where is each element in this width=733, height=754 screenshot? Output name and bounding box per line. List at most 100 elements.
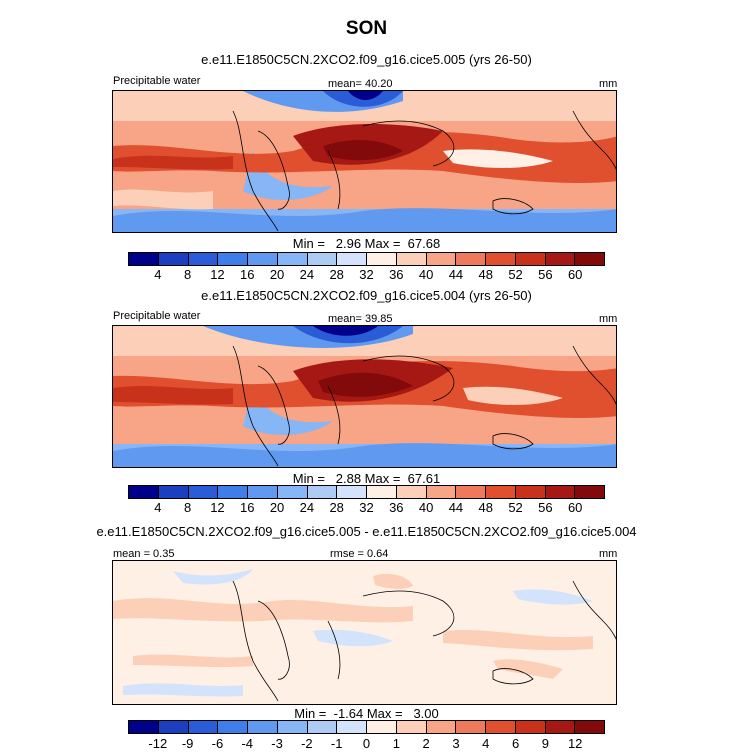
colorbar-swatch: [545, 253, 576, 265]
colorbar-swatch: [307, 253, 338, 265]
panel3-units: mm: [599, 548, 618, 560]
colorbar-swatch: [426, 253, 457, 265]
colorbar-swatch: [337, 486, 367, 498]
colorbar-swatch: [188, 486, 219, 498]
colorbar-tick-label: 44: [448, 500, 464, 515]
colorbar-tick-label: 52: [508, 500, 523, 515]
colorbar-tick-label: 8: [184, 500, 192, 515]
colorbar-tick-label: -3: [271, 736, 283, 751]
colorbar-tick-label: 4: [482, 736, 490, 751]
panel3-title: e.e11.E1850C5CN.2XCO2.f09_g16.cice5.005 …: [96, 524, 637, 539]
colorbar-swatch: [307, 486, 338, 498]
panel3-map: [112, 560, 617, 705]
colorbar-tick-label: 0: [362, 736, 371, 751]
colorbar-tick-label: 36: [389, 500, 404, 515]
panel1-map-svg: [113, 91, 616, 232]
colorbar-tick-label: 3: [452, 736, 460, 751]
panel2-minmax: Min = 2.88 Max = 67.61: [292, 471, 441, 486]
colorbar-swatch: [396, 486, 427, 498]
colorbar-swatch: [426, 486, 457, 498]
colorbar-tick-label: -12: [148, 736, 168, 751]
colorbar-swatch: [248, 253, 278, 265]
colorbar-tick-label: 12: [210, 267, 225, 282]
panel1-variable: Precipitable water: [113, 75, 201, 87]
colorbar-swatch: [515, 721, 546, 733]
panel2-colorbar: [128, 485, 605, 499]
colorbar-tick-label: 4: [154, 267, 162, 282]
panel2-map: [112, 325, 617, 468]
colorbar-tick-label: 44: [448, 267, 464, 282]
colorbar-swatch: [396, 253, 427, 265]
panel3-colorbar-ticks: -12 -9 -6 -4 -3 -2 -1 0 1 2 3 4 6 9 12: [128, 736, 605, 752]
colorbar-swatch: [188, 721, 219, 733]
colorbar-swatch: [396, 721, 427, 733]
panel1-units: mm: [599, 78, 618, 90]
colorbar-tick-label: 8: [184, 267, 192, 282]
colorbar-tick-label: 20: [269, 500, 285, 515]
colorbar-swatch: [158, 721, 189, 733]
colorbar-tick-label: 48: [478, 500, 493, 515]
panel2-title: e.e11.E1850C5CN.2XCO2.f09_g16.cice5.004 …: [201, 288, 532, 303]
colorbar-swatch: [367, 486, 397, 498]
colorbar-tick-label: 12: [567, 736, 583, 751]
colorbar-swatch: [337, 253, 367, 265]
colorbar-tick-label: 20: [269, 267, 285, 282]
colorbar-tick-label: 28: [329, 500, 344, 515]
colorbar-tick-label: 32: [359, 500, 374, 515]
colorbar-swatch: [515, 253, 546, 265]
colorbar-swatch: [307, 721, 338, 733]
colorbar-swatch: [248, 721, 278, 733]
panel3-rmse: rmse = 0.64: [330, 548, 389, 560]
colorbar-tick-label: -1: [330, 736, 343, 751]
colorbar-swatch: [456, 253, 486, 265]
panel3-mean: mean = 0.35: [113, 548, 175, 560]
colorbar-swatch: [367, 253, 397, 265]
colorbar-tick-label: 12: [210, 500, 225, 515]
colorbar-tick-label: 56: [538, 267, 553, 282]
panel2-map-svg: [113, 326, 616, 467]
colorbar-tick-label: 52: [508, 267, 523, 282]
colorbar-swatch: [218, 253, 248, 265]
colorbar-tick-label: 24: [299, 500, 315, 515]
colorbar-swatch: [545, 721, 576, 733]
panel2-colorbar-ticks: 4 8 12 16 20 24 28 32 36 40 44 48 52 56 60: [128, 500, 605, 516]
panel1-map: [112, 90, 617, 233]
colorbar-swatch: [129, 486, 159, 498]
colorbar-tick-label: 1: [392, 736, 400, 751]
panel1-minmax: Min = 2.96 Max = 67.68: [292, 236, 441, 251]
colorbar-swatch: [129, 253, 159, 265]
colorbar-swatch: [486, 486, 516, 498]
colorbar-tick-label: -4: [241, 736, 254, 751]
colorbar-swatch: [277, 253, 308, 265]
panel1-colorbar: [128, 252, 605, 266]
colorbar-swatch: [456, 721, 486, 733]
colorbar-swatch: [337, 721, 367, 733]
colorbar-tick-label: 36: [389, 267, 404, 282]
colorbar-swatch: [158, 253, 189, 265]
colorbar-swatch: [158, 486, 189, 498]
colorbar-tick-label: 6: [511, 736, 520, 751]
colorbar-tick-label: 24: [299, 267, 315, 282]
colorbar-swatch: [575, 486, 604, 498]
colorbar-tick-label: 2: [422, 736, 430, 751]
panel1-colorbar-ticks: 4 8 12 16 20 24 28 32 36 40 44 48 52 56 60: [128, 267, 605, 283]
panel3-minmax: Min = -1.64 Max = 3.00: [294, 706, 439, 721]
colorbar-tick-label: 4: [154, 500, 162, 515]
colorbar-swatch: [426, 721, 457, 733]
panel1-title: e.e11.E1850C5CN.2XCO2.f09_g16.cice5.005 …: [201, 52, 532, 67]
colorbar-swatch: [545, 486, 576, 498]
colorbar-swatch: [456, 486, 486, 498]
colorbar-tick-label: 60: [567, 500, 583, 515]
panel3-colorbar: [128, 720, 605, 734]
colorbar-swatch: [575, 721, 604, 733]
colorbar-tick-label: -6: [211, 736, 224, 751]
colorbar-swatch: [188, 253, 219, 265]
colorbar-swatch: [129, 721, 159, 733]
colorbar-tick-label: 32: [359, 267, 374, 282]
colorbar-swatch: [575, 253, 604, 265]
colorbar-swatch: [248, 486, 278, 498]
panel3-map-svg: [113, 561, 616, 704]
colorbar-swatch: [367, 721, 397, 733]
colorbar-tick-label: 48: [478, 267, 493, 282]
colorbar-tick-label: 9: [541, 736, 549, 751]
